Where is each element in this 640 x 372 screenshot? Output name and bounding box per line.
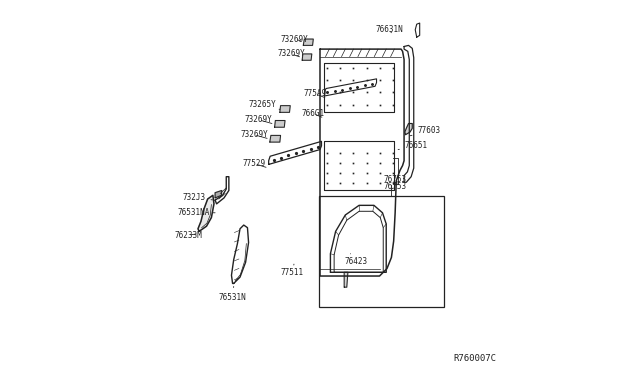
Bar xyxy=(319,196,444,307)
Text: 76753: 76753 xyxy=(384,182,407,191)
Text: 73265Y: 73265Y xyxy=(248,100,280,109)
Text: 775A9: 775A9 xyxy=(303,89,326,98)
Text: 76423: 76423 xyxy=(344,254,367,266)
Text: 76531NA: 76531NA xyxy=(178,208,215,217)
Text: R760007C: R760007C xyxy=(454,354,497,363)
Polygon shape xyxy=(344,272,348,287)
Text: 73269Y: 73269Y xyxy=(245,115,273,124)
Polygon shape xyxy=(198,195,214,231)
Text: 76233M: 76233M xyxy=(174,231,202,240)
Text: 73269Y: 73269Y xyxy=(281,35,308,44)
Text: 76651: 76651 xyxy=(398,141,428,150)
Text: 732J3: 732J3 xyxy=(182,193,212,202)
Text: 76753: 76753 xyxy=(384,175,407,184)
Polygon shape xyxy=(302,54,312,60)
Text: 77511: 77511 xyxy=(281,264,304,277)
Polygon shape xyxy=(405,124,412,135)
Text: 766G1: 766G1 xyxy=(301,109,324,118)
Text: 77529: 77529 xyxy=(243,159,266,168)
Polygon shape xyxy=(270,135,280,142)
Text: 77603: 77603 xyxy=(410,126,440,136)
Text: 76631N: 76631N xyxy=(375,25,403,34)
Text: 73269Y: 73269Y xyxy=(277,49,305,58)
Text: 76531N: 76531N xyxy=(219,286,246,302)
Polygon shape xyxy=(275,121,285,127)
Polygon shape xyxy=(303,39,314,45)
Polygon shape xyxy=(280,106,291,112)
Polygon shape xyxy=(215,190,222,198)
Text: 73269Y: 73269Y xyxy=(240,130,268,139)
